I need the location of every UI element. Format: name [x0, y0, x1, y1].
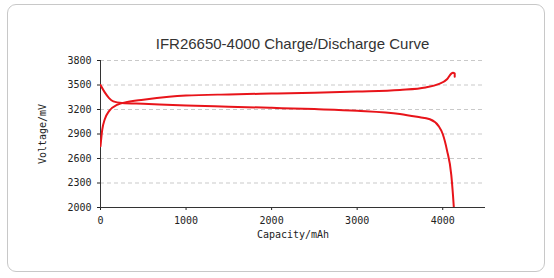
svg-text:0: 0 [97, 215, 103, 226]
svg-text:3500: 3500 [67, 79, 91, 90]
svg-text:Voltage/mV: Voltage/mV [37, 104, 48, 164]
svg-text:2600: 2600 [67, 153, 91, 164]
svg-text:3800: 3800 [67, 55, 91, 66]
svg-text:2000: 2000 [67, 202, 91, 213]
svg-text:Capacity/mAh: Capacity/mAh [257, 229, 329, 240]
svg-text:3200: 3200 [67, 104, 91, 115]
svg-text:1000: 1000 [174, 215, 198, 226]
svg-text:2300: 2300 [67, 177, 91, 188]
html-text:IFR26650-4000 Charge/Discharge: IFR26650-4000 Charge/Discharge Curve [155, 35, 430, 52]
svg-text:2900: 2900 [67, 128, 91, 139]
svg-text:2000: 2000 [260, 215, 284, 226]
svg-text:3000: 3000 [345, 215, 369, 226]
svg-text:4000: 4000 [431, 215, 455, 226]
